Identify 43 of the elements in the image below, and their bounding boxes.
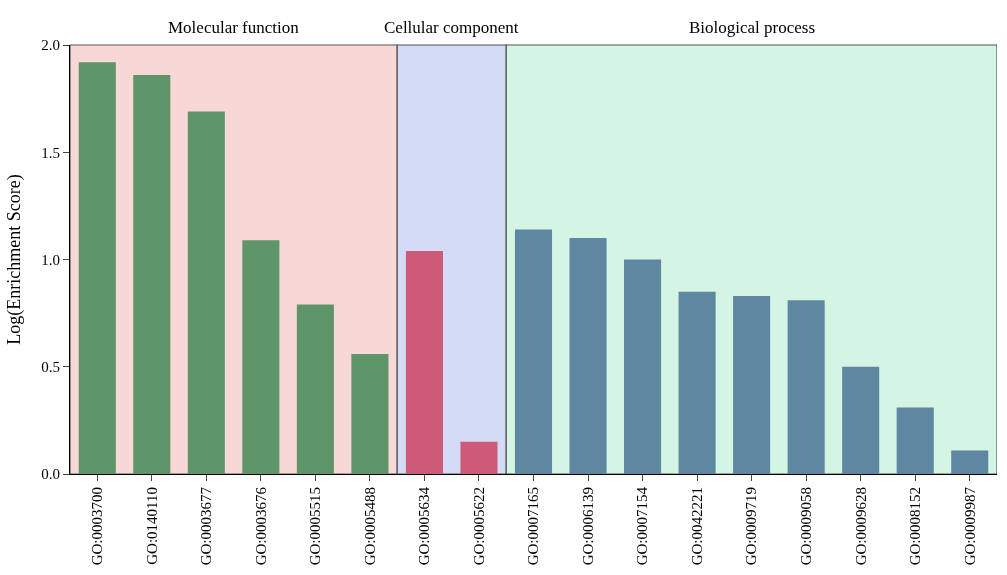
bar bbox=[951, 450, 989, 474]
band-label: Molecular function bbox=[168, 18, 300, 37]
y-tick-label: 0.5 bbox=[41, 359, 60, 375]
bar bbox=[351, 353, 389, 474]
bar bbox=[133, 75, 171, 474]
x-tick-label: GO:0007154 bbox=[634, 486, 651, 566]
x-tick-label: GO:0009628 bbox=[852, 487, 869, 566]
x-tick-label: GO:0003677 bbox=[198, 486, 215, 566]
x-tick-label: GO:0006139 bbox=[579, 487, 596, 566]
x-tick-label: GO:0009058 bbox=[798, 487, 815, 566]
y-tick-label: 2.0 bbox=[41, 37, 60, 54]
bar bbox=[187, 111, 225, 474]
y-tick-label: 1.5 bbox=[41, 144, 60, 161]
x-tick-label: GO:0008152 bbox=[907, 487, 924, 566]
x-tick-label: GO:0005488 bbox=[361, 487, 378, 566]
x-tick-label: GO:0005622 bbox=[470, 487, 487, 566]
bar bbox=[514, 229, 553, 474]
x-tick-label: GO:0140110 bbox=[143, 487, 160, 565]
x-tick-label: GO:0005634 bbox=[416, 486, 433, 566]
bar bbox=[678, 291, 716, 474]
y-tick-label: 1.0 bbox=[41, 251, 60, 268]
y-tick-label: 0.0 bbox=[41, 466, 60, 483]
bar bbox=[569, 238, 607, 474]
x-tick-label: GO:0009987 bbox=[961, 486, 978, 566]
y-axis-title: Log(Enrichment Score) bbox=[4, 174, 26, 345]
bar bbox=[787, 300, 825, 474]
x-tick-label: GO:0003676 bbox=[252, 486, 269, 566]
x-tick-label: GO:0007165 bbox=[525, 487, 542, 566]
bar bbox=[896, 407, 934, 474]
bar bbox=[842, 366, 880, 474]
bar bbox=[460, 441, 498, 474]
bar bbox=[78, 62, 116, 474]
bar bbox=[296, 304, 334, 474]
bar bbox=[733, 295, 771, 474]
band-label: Cellular component bbox=[384, 18, 519, 37]
x-tick-label: GO:0009719 bbox=[743, 487, 760, 566]
x-tick-label: GO:0003700 bbox=[89, 487, 106, 566]
x-tick-label: GO:0042221 bbox=[688, 487, 705, 566]
bar bbox=[242, 240, 280, 474]
bar bbox=[405, 250, 443, 474]
band-label: Biological process bbox=[689, 18, 816, 37]
bar bbox=[624, 259, 662, 474]
x-tick-label: GO:0005515 bbox=[307, 487, 324, 566]
